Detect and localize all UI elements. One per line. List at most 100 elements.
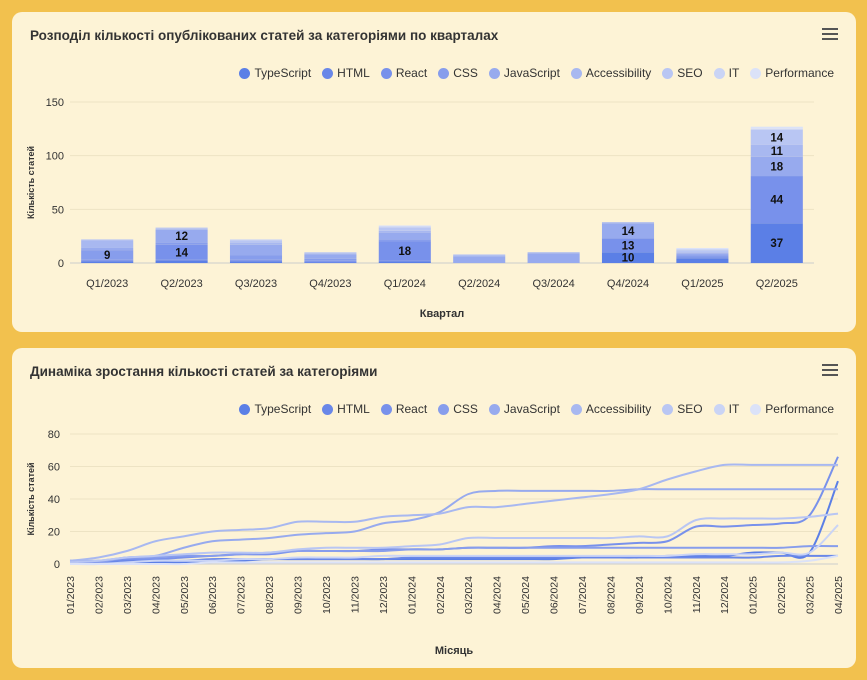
data-label: 18 <box>770 161 783 173</box>
bar-segment <box>378 227 431 231</box>
y-axis-label: Кількість статей <box>26 146 36 219</box>
legend-marker <box>380 67 392 79</box>
legend-item[interactable]: TypeScript <box>239 402 311 416</box>
bar-segment <box>81 259 134 261</box>
y-tick-label: 80 <box>48 429 60 441</box>
legend-marker <box>488 403 500 415</box>
legend-item[interactable]: CSS <box>438 402 478 416</box>
legend-marker <box>570 67 582 79</box>
x-tick-label: Q2/2024 <box>458 278 500 290</box>
chart-title: Динаміка зростання кількості статей за к… <box>30 364 378 379</box>
bar-segment <box>304 253 357 255</box>
x-tick-label: 01/2025 <box>748 576 760 614</box>
legend-marker <box>570 403 582 415</box>
bar-segment <box>676 247 729 250</box>
legend-item[interactable]: HTML <box>322 66 370 80</box>
bar-segment <box>601 238 655 253</box>
x-tick-label: 10/2024 <box>662 576 674 614</box>
legend-marker <box>750 403 762 415</box>
legend-item[interactable]: IT <box>713 402 739 416</box>
legend-label: JavaScript <box>503 66 560 80</box>
x-axis-label: Місяць <box>435 645 474 657</box>
bar-segment <box>81 247 134 251</box>
legend-label: React <box>395 66 428 80</box>
x-tick-label: 03/2023 <box>122 576 134 614</box>
bar-chart: 0 50 100 150 Q1/2023 Q2/2023 Q3/2023 Q4/2023 Q1/… <box>26 97 814 320</box>
bar-segment <box>304 254 357 259</box>
legend-item[interactable]: CSS <box>438 66 478 80</box>
bar-segment <box>676 252 729 254</box>
legend-label: Performance <box>765 402 834 416</box>
y-tick-label: 0 <box>54 559 60 571</box>
x-tick-label: Q1/2024 <box>384 278 426 290</box>
x-tick-label: 06/2023 <box>207 576 219 614</box>
bar-segment <box>155 244 208 260</box>
bar-segment <box>229 255 283 260</box>
y-tick-label: 50 <box>52 204 64 216</box>
legend-item[interactable]: SEO <box>662 66 703 80</box>
legend-marker <box>750 67 762 79</box>
bar-segment <box>304 252 357 254</box>
legend-item[interactable]: JavaScript <box>488 402 560 416</box>
x-tick-label: 12/2024 <box>719 576 731 614</box>
legend-marker <box>438 67 450 79</box>
legend-label: SEO <box>677 66 703 80</box>
legend-label: CSS <box>453 402 478 416</box>
legend-marker <box>713 403 725 415</box>
legend-marker <box>438 403 450 415</box>
legend-item[interactable]: TypeScript <box>239 66 311 80</box>
bar-segment <box>155 242 208 245</box>
y-axis-label: Кількість статей <box>26 462 36 535</box>
x-tick-label: Q3/2023 <box>235 278 277 290</box>
bar-segment <box>155 260 208 263</box>
bar-segment <box>676 258 729 263</box>
legend: TypeScript HTML React CSS JavaScript Accessib… <box>239 402 834 416</box>
legend-item[interactable]: React <box>380 66 428 80</box>
y-tick-label: 60 <box>48 462 60 474</box>
legend-label: Performance <box>765 66 834 80</box>
legend-label: SEO <box>677 402 703 416</box>
bar-segment <box>378 239 431 242</box>
bar-segment <box>155 229 208 243</box>
legend-item[interactable]: JavaScript <box>488 66 560 80</box>
x-tick-label: 04/2024 <box>492 576 504 614</box>
legend-item[interactable]: IT <box>713 66 739 80</box>
legend-item[interactable]: HTML <box>322 402 370 416</box>
legend-item[interactable]: Accessibility <box>570 66 651 80</box>
menu-icon[interactable] <box>822 28 838 40</box>
legend-label: TypeScript <box>254 402 312 416</box>
bar-segment <box>229 260 283 262</box>
x-tick-label: 04/2023 <box>150 576 162 614</box>
bar-segment <box>453 255 506 257</box>
bar-segment <box>378 261 431 263</box>
bar-segment <box>378 230 431 233</box>
bar-segment <box>229 242 283 245</box>
legend-label: React <box>395 402 428 416</box>
menu-icon[interactable] <box>822 364 838 376</box>
legend-marker <box>239 67 251 79</box>
chart-card-quarterly: Розподіл кількості опублікованих статей … <box>12 12 856 332</box>
x-tick-label: 05/2023 <box>179 576 191 614</box>
chart-card-growth: Динаміка зростання кількості статей за к… <box>12 348 856 668</box>
legend-item[interactable]: Accessibility <box>570 402 651 416</box>
x-tick-label: Q3/2024 <box>532 278 574 290</box>
legend-marker <box>713 67 725 79</box>
bar-segment <box>155 228 208 230</box>
data-label: 10 <box>622 253 635 265</box>
bar-segment <box>750 144 803 157</box>
legend-item[interactable]: React <box>380 402 428 416</box>
legend-item[interactable]: SEO <box>662 402 703 416</box>
bar-segment <box>229 239 283 241</box>
chart-title: Розподіл кількості опублікованих статей … <box>30 28 499 43</box>
x-tick-label: 03/2025 <box>805 576 817 614</box>
legend-item[interactable]: Performance <box>750 66 834 80</box>
data-label: 14 <box>770 132 783 144</box>
bar-segment <box>81 260 134 262</box>
data-label: 14 <box>175 247 188 259</box>
legend-item[interactable]: Performance <box>750 402 834 416</box>
data-label: 11 <box>771 146 784 158</box>
legend-label: CSS <box>453 66 478 80</box>
bar-segment <box>81 250 134 260</box>
legend-label: HTML <box>337 66 370 80</box>
x-tick-label: Q1/2025 <box>681 278 723 290</box>
